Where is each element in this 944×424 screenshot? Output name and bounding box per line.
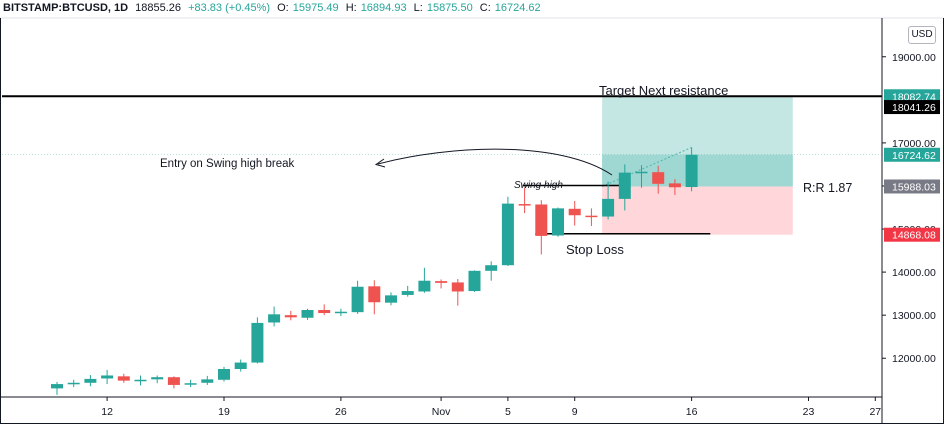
candle-body xyxy=(418,280,431,292)
time-tick-label: 16 xyxy=(686,406,698,418)
candle-body xyxy=(451,282,464,292)
symbol-header: BITSTAMP:BTCUSD, 1D 18855.26 +83.83 (+0.… xyxy=(3,2,545,14)
candle-body xyxy=(334,311,347,314)
close-label: C: xyxy=(479,2,491,14)
candle-body xyxy=(535,204,548,236)
candle-body xyxy=(368,286,381,303)
candle-body xyxy=(318,310,331,314)
stop-price-tag-bg xyxy=(884,227,940,242)
stop-price-tag: 14868.08 xyxy=(884,227,940,242)
entry-price-tag: 15988.03 xyxy=(884,179,940,194)
candle-body xyxy=(101,375,114,379)
time-tick-label: 9 xyxy=(572,406,578,418)
candle-body xyxy=(117,376,130,381)
candle-body xyxy=(485,265,498,271)
target-annotation: Target Next resistance xyxy=(599,83,728,98)
swing-high-annotation: Swing high xyxy=(514,180,563,191)
symbol-label[interactable]: BITSTAMP:BTCUSD, 1D xyxy=(3,2,129,14)
high-value: 16894.93 xyxy=(360,2,407,14)
time-axis: 12 19 26 Nov 5 9 16 23 27 xyxy=(101,397,881,418)
time-tick-label: Nov xyxy=(432,406,451,418)
time-tick-label: 27 xyxy=(869,406,881,418)
candle-body xyxy=(501,203,514,266)
candle-body xyxy=(468,270,481,292)
candle-body xyxy=(385,295,397,303)
entry-price-tag-bg xyxy=(884,179,940,194)
candle-body xyxy=(218,369,230,380)
stop-price-tag-text: 14868.08 xyxy=(892,230,936,242)
high-label: H: xyxy=(345,2,357,14)
line-price-tag: 18041.26 xyxy=(884,100,940,115)
candle-body xyxy=(51,384,63,389)
price-tick-label: 19000.00 xyxy=(892,52,936,64)
candle-body xyxy=(518,204,531,206)
time-tick-label: 12 xyxy=(101,406,113,418)
entry-arrow xyxy=(377,148,613,176)
position-guide xyxy=(601,146,692,187)
price-tick-label: 14000.00 xyxy=(892,267,936,279)
last-price-tag: 16724.62 xyxy=(884,147,940,162)
candle-body xyxy=(435,281,448,283)
candle-body xyxy=(685,154,698,188)
price-value: 18855.26 xyxy=(135,2,182,14)
entry-price-tag-text: 15988.03 xyxy=(892,181,936,193)
low-label: L: xyxy=(413,2,423,14)
entry-arrow-head xyxy=(374,158,386,168)
stop-loss-annotation: Stop Loss xyxy=(566,242,624,257)
open-value: 15975.49 xyxy=(292,2,339,14)
currency-button[interactable]: USD xyxy=(908,26,936,44)
candle-body xyxy=(602,198,615,217)
candle-body xyxy=(652,172,665,184)
candle-body xyxy=(268,314,281,323)
resistance-price-tag-bg xyxy=(884,89,940,104)
candle-body xyxy=(67,382,80,385)
time-tick-label: 26 xyxy=(335,406,347,418)
candle-body xyxy=(184,383,197,385)
low-value: 15875.50 xyxy=(426,2,473,14)
open-label: O: xyxy=(277,2,289,14)
candle-body xyxy=(301,310,314,318)
candle-body xyxy=(568,208,581,216)
line-price-tag-bg xyxy=(884,100,940,115)
candles xyxy=(51,147,698,395)
candle-body xyxy=(618,172,631,199)
price-change: +83.83 (+0.45%) xyxy=(188,2,271,14)
candle-body xyxy=(585,215,598,218)
close-value: 16724.62 xyxy=(494,2,541,14)
candle-body xyxy=(251,322,264,363)
candle-body xyxy=(552,208,564,236)
time-tick-label: 19 xyxy=(218,406,230,418)
candle-body xyxy=(668,183,681,188)
price-tick-label: 17000.00 xyxy=(892,138,936,150)
candle-body xyxy=(151,377,164,380)
stop-zone xyxy=(602,186,793,235)
candle-body xyxy=(84,378,97,383)
candle-body xyxy=(234,362,247,370)
price-tick-label: 12000.00 xyxy=(892,353,936,365)
price-tick-label: 13000.00 xyxy=(892,310,936,322)
candle-body xyxy=(284,315,297,318)
candle-body xyxy=(167,377,180,385)
time-tick-label: 23 xyxy=(803,406,815,418)
candle-body xyxy=(134,379,147,382)
time-tick-label: 5 xyxy=(505,406,511,418)
entry-annotation: Entry on Swing high break xyxy=(160,158,294,170)
risk-reward-label: R:R 1.87 xyxy=(803,181,852,195)
candle-body xyxy=(635,171,648,174)
last-price-tag-bg xyxy=(884,147,940,162)
line-price-tag-text: 18041.26 xyxy=(892,102,936,114)
candle-body xyxy=(201,379,214,383)
candle-body xyxy=(351,286,364,313)
last-price-tag-text: 16724.62 xyxy=(892,150,936,162)
candle-body xyxy=(401,291,414,295)
